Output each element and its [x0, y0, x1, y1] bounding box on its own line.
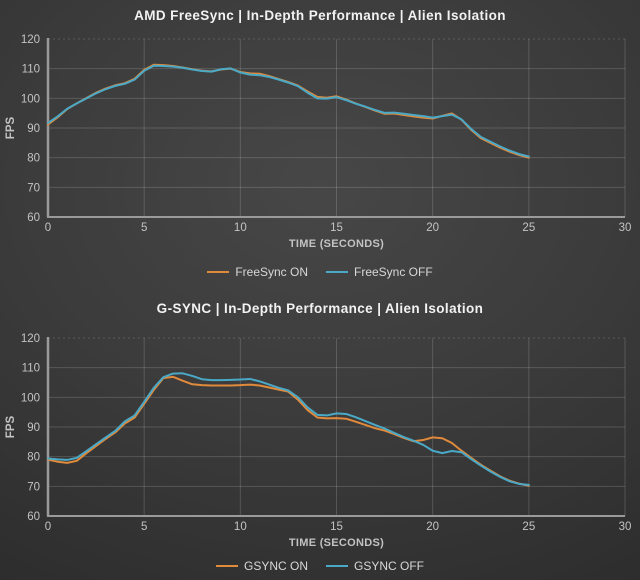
y-axis-tick-label: 80 [27, 452, 40, 464]
legend-label: GSYNC ON [243, 559, 308, 573]
x-axis-tick-label: 30 [619, 521, 632, 533]
gsync-off-swatch [326, 565, 348, 567]
legend-label: FreeSync OFF [354, 265, 433, 279]
gsync-on-swatch [215, 565, 238, 567]
x-axis-title: TIME (SECONDS) [289, 238, 384, 250]
legend-item: GSYNC ON [215, 559, 308, 573]
y-axis-tick-label: 90 [27, 123, 40, 135]
freesync-plot: 60 70 80 90 100 110 120 0 5 10 15 20 25 30 TIME (SECON… [5, 34, 632, 250]
freesync-on-swatch [207, 271, 230, 273]
legend-label: GSYNC OFF [354, 559, 425, 573]
y-axis-tick-label: 100 [21, 93, 40, 105]
x-axis-tick-label: 20 [426, 521, 439, 533]
legend-item: GSYNC OFF [326, 559, 424, 573]
y-axis-tick-label: 110 [22, 64, 40, 76]
legend-label: FreeSync ON [235, 265, 308, 279]
freesync-legend: FreeSync ON FreeSync OFF [0, 264, 640, 280]
y-axis-tick-label: 100 [21, 392, 40, 404]
y-axis-tick-label: 60 [27, 511, 40, 523]
x-axis-tick-label: 20 [426, 222, 439, 234]
gsync-legend: GSYNC ON GSYNC OFF [0, 558, 640, 574]
x-axis-tick-label: 5 [141, 222, 147, 234]
gsync-plot: 60 70 80 90 100 110 120 0 5 10 15 20 25 30 TIME (SECON… [5, 333, 632, 549]
series-line-gsync-off [47, 372, 530, 486]
y-axis-title: FPS [5, 116, 17, 139]
y-axis-tick-label: 60 [27, 212, 40, 224]
series-line-freesync-on [47, 63, 530, 159]
y-axis-tick-label: 90 [27, 422, 40, 434]
x-axis-tick-label: 25 [522, 222, 535, 234]
y-axis-tick-label: 70 [27, 481, 40, 493]
x-axis-tick-label: 5 [141, 521, 147, 533]
legend-item: FreeSync OFF [326, 265, 433, 279]
gsync-chart-title: G-SYNC | In-Depth Performance | Alien Is… [156, 301, 484, 316]
x-axis-title: TIME (SECONDS) [289, 537, 384, 549]
y-axis-tick-label: 120 [21, 333, 40, 345]
y-axis-title: FPS [5, 415, 17, 438]
series-line-gsync-on [47, 375, 530, 487]
x-axis-tick-label: 30 [619, 222, 632, 234]
y-axis-tick-label: 80 [27, 153, 40, 165]
x-axis-tick-label: 0 [45, 521, 51, 533]
x-axis-tick-label: 10 [234, 521, 247, 533]
legend-item: FreeSync ON [207, 265, 308, 279]
x-axis-tick-label: 10 [234, 222, 247, 234]
y-axis-tick-label: 70 [27, 182, 40, 194]
series-line-freesync-off [47, 64, 530, 158]
x-axis-tick-label: 15 [330, 222, 343, 234]
y-axis-tick-label: 120 [21, 34, 40, 46]
freesync-off-swatch [326, 271, 348, 273]
x-axis-tick-label: 25 [522, 521, 535, 533]
x-axis-tick-label: 15 [330, 521, 343, 533]
y-axis-tick-label: 110 [22, 363, 40, 375]
x-axis-tick-label: 0 [45, 222, 51, 234]
freesync-chart-title: AMD FreeSync | In-Depth Performance | Al… [134, 8, 506, 23]
